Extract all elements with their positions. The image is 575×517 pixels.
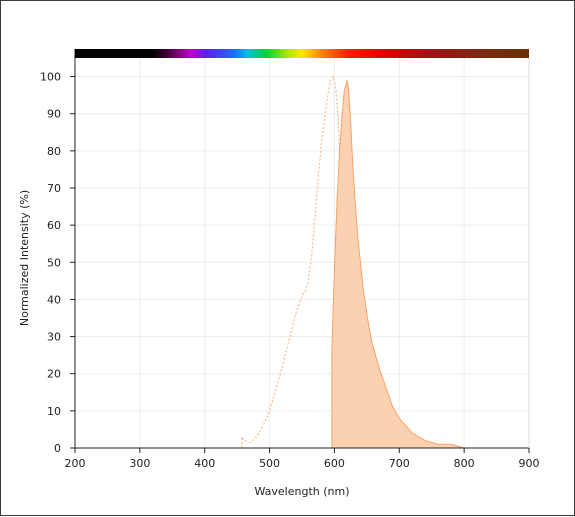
x-tick-label: 300 bbox=[129, 457, 150, 470]
y-tick-label: 100 bbox=[40, 71, 61, 84]
y-tick-label: 60 bbox=[47, 219, 61, 232]
y-tick-label: 40 bbox=[47, 293, 61, 306]
y-tick-label: 20 bbox=[47, 368, 61, 381]
x-tick-label: 800 bbox=[454, 457, 475, 470]
x-tick-label: 200 bbox=[65, 457, 86, 470]
y-tick-label: 80 bbox=[47, 145, 61, 158]
y-tick-label: 70 bbox=[47, 182, 61, 195]
emission-area bbox=[331, 80, 465, 449]
y-axis-title: Normalized Intensity (%) bbox=[18, 190, 31, 326]
y-tick-label: 30 bbox=[47, 331, 61, 344]
y-tick-label: 50 bbox=[47, 256, 61, 269]
x-tick-label: 500 bbox=[259, 457, 280, 470]
y-tick-label: 90 bbox=[47, 108, 61, 121]
x-axis-title: Wavelength (nm) bbox=[254, 485, 349, 498]
y-tick-label: 10 bbox=[47, 405, 61, 418]
x-tick-label: 700 bbox=[389, 457, 410, 470]
x-tick-label: 600 bbox=[324, 457, 345, 470]
x-tick-label: 900 bbox=[519, 457, 540, 470]
spectrum-color-bar bbox=[75, 49, 529, 58]
y-tick-label: 0 bbox=[54, 442, 61, 455]
x-tick-label: 400 bbox=[194, 457, 215, 470]
